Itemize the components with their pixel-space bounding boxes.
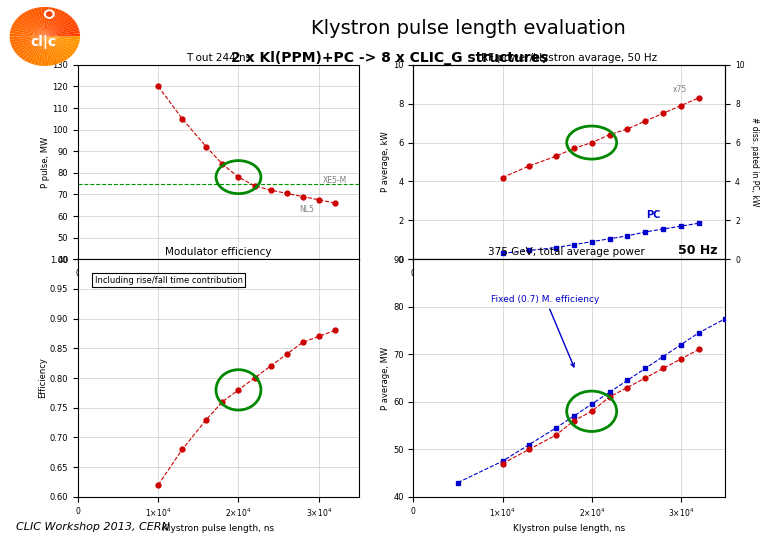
Wedge shape xyxy=(9,33,44,36)
Wedge shape xyxy=(10,30,44,36)
Wedge shape xyxy=(44,11,66,36)
Wedge shape xyxy=(9,36,44,39)
Wedge shape xyxy=(14,19,44,36)
Text: Including rise/fall time contribution: Including rise/fall time contribution xyxy=(95,276,243,285)
Wedge shape xyxy=(27,10,44,36)
X-axis label: Klystron pulse length, ns: Klystron pulse length, ns xyxy=(513,524,626,534)
Title: T out 244 ns: T out 244 ns xyxy=(186,52,251,63)
Wedge shape xyxy=(27,36,44,63)
Wedge shape xyxy=(10,28,44,36)
Wedge shape xyxy=(44,7,52,36)
Text: Klystron pulse length evaluation: Klystron pulse length evaluation xyxy=(310,19,626,38)
Title: Modulator efficiency: Modulator efficiency xyxy=(165,247,271,257)
X-axis label: Klystron pulse length, ns: Klystron pulse length, ns xyxy=(162,287,275,296)
Wedge shape xyxy=(44,36,78,49)
Title: 375 GeV, total average power  : 375 GeV, total average power xyxy=(488,247,651,257)
Wedge shape xyxy=(14,36,44,54)
Wedge shape xyxy=(44,36,80,43)
Wedge shape xyxy=(44,17,73,36)
Wedge shape xyxy=(44,36,71,58)
Text: x75: x75 xyxy=(673,85,687,94)
Wedge shape xyxy=(44,36,80,39)
Wedge shape xyxy=(34,36,44,65)
Y-axis label: P pulse, MW: P pulse, MW xyxy=(41,137,50,187)
Wedge shape xyxy=(30,36,44,64)
Wedge shape xyxy=(34,8,44,36)
Wedge shape xyxy=(41,7,44,36)
Y-axis label: P average, kW: P average, kW xyxy=(381,132,391,192)
Wedge shape xyxy=(37,36,44,66)
Wedge shape xyxy=(44,36,76,54)
Wedge shape xyxy=(44,10,62,36)
Wedge shape xyxy=(44,36,52,66)
Wedge shape xyxy=(44,9,59,36)
Y-axis label: # diss. pated in PC, kW: # diss. pated in PC, kW xyxy=(750,117,759,207)
Wedge shape xyxy=(10,36,44,45)
Wedge shape xyxy=(19,15,44,36)
Wedge shape xyxy=(44,7,48,36)
Circle shape xyxy=(44,10,54,18)
Wedge shape xyxy=(44,36,59,64)
Text: cl|c: cl|c xyxy=(30,35,56,49)
Wedge shape xyxy=(44,24,78,36)
Wedge shape xyxy=(16,36,44,56)
Wedge shape xyxy=(12,24,44,36)
Wedge shape xyxy=(21,12,44,36)
Wedge shape xyxy=(44,36,66,62)
X-axis label: Klystron pulse length, ns: Klystron pulse length, ns xyxy=(513,287,626,296)
Wedge shape xyxy=(21,36,44,60)
Wedge shape xyxy=(44,30,80,36)
Wedge shape xyxy=(44,12,69,36)
Circle shape xyxy=(47,12,52,16)
Wedge shape xyxy=(44,15,71,36)
Text: NL5: NL5 xyxy=(300,205,314,214)
Title: RF power/klystron avarage, 50 Hz: RF power/klystron avarage, 50 Hz xyxy=(481,52,658,63)
Text: 50 Hz: 50 Hz xyxy=(678,244,718,256)
Wedge shape xyxy=(44,36,73,56)
Y-axis label: Efficiency: Efficiency xyxy=(38,357,47,399)
Wedge shape xyxy=(12,36,44,49)
Wedge shape xyxy=(16,17,44,36)
Wedge shape xyxy=(30,9,44,36)
Wedge shape xyxy=(37,7,44,36)
Wedge shape xyxy=(44,8,55,36)
Y-axis label: P average, MW: P average, MW xyxy=(381,347,390,409)
Wedge shape xyxy=(44,36,48,66)
Wedge shape xyxy=(12,22,44,36)
Wedge shape xyxy=(44,33,80,36)
Wedge shape xyxy=(44,36,69,60)
Wedge shape xyxy=(24,11,44,36)
Text: Fixed (0.7) M. efficiency: Fixed (0.7) M. efficiency xyxy=(491,295,600,367)
Wedge shape xyxy=(12,36,44,51)
Wedge shape xyxy=(44,28,80,36)
Text: XE5-M: XE5-M xyxy=(322,176,346,185)
Wedge shape xyxy=(44,36,62,63)
Wedge shape xyxy=(44,36,55,65)
Wedge shape xyxy=(19,36,44,58)
X-axis label: Klystron pulse length, ns: Klystron pulse length, ns xyxy=(162,524,275,534)
Wedge shape xyxy=(10,36,44,43)
Wedge shape xyxy=(44,22,77,36)
Wedge shape xyxy=(44,36,80,45)
Wedge shape xyxy=(24,36,44,62)
Text: CLIC Workshop 2013, CERN: CLIC Workshop 2013, CERN xyxy=(16,522,169,532)
Text: PC: PC xyxy=(646,211,661,220)
Wedge shape xyxy=(44,36,77,51)
Text: 2 x Kl(PPM)+PC -> 8 x CLIC_G structures: 2 x Kl(PPM)+PC -> 8 x CLIC_G structures xyxy=(232,51,548,65)
Wedge shape xyxy=(41,36,44,66)
Wedge shape xyxy=(44,19,76,36)
